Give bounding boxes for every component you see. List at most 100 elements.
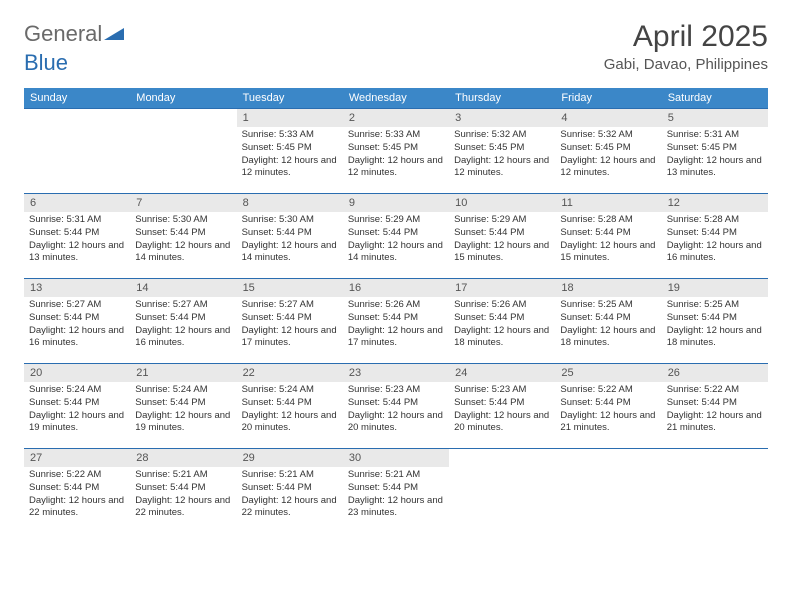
day-number: 2 [343,109,449,127]
calendar-day-cell [24,109,130,194]
sunrise-text: Sunrise: 5:28 AM [560,214,656,227]
day-number [130,109,236,115]
sunrise-text: Sunrise: 5:23 AM [348,384,444,397]
day-number: 6 [24,194,130,212]
weekday-header: Thursday [449,88,555,109]
calendar-day-cell: 18Sunrise: 5:25 AMSunset: 5:44 PMDayligh… [555,279,661,364]
day-number: 1 [237,109,343,127]
sunset-text: Sunset: 5:44 PM [560,397,656,410]
day-details: Sunrise: 5:21 AMSunset: 5:44 PMDaylight:… [237,467,343,524]
sunrise-text: Sunrise: 5:27 AM [135,299,231,312]
day-number: 15 [237,279,343,297]
day-details: Sunrise: 5:22 AMSunset: 5:44 PMDaylight:… [662,382,768,439]
day-details: Sunrise: 5:31 AMSunset: 5:45 PMDaylight:… [662,127,768,184]
calendar-day-cell: 12Sunrise: 5:28 AMSunset: 5:44 PMDayligh… [662,194,768,279]
daylight-text: Daylight: 12 hours and 12 minutes. [242,155,338,181]
weekday-header: Tuesday [237,88,343,109]
brand-logo: General Blue [24,20,124,76]
day-number [662,449,768,455]
daylight-text: Daylight: 12 hours and 23 minutes. [348,495,444,521]
sunset-text: Sunset: 5:44 PM [348,482,444,495]
sunset-text: Sunset: 5:44 PM [667,312,763,325]
day-number: 26 [662,364,768,382]
daylight-text: Daylight: 12 hours and 22 minutes. [242,495,338,521]
calendar-day-cell: 20Sunrise: 5:24 AMSunset: 5:44 PMDayligh… [24,364,130,449]
calendar-day-cell: 25Sunrise: 5:22 AMSunset: 5:44 PMDayligh… [555,364,661,449]
sunrise-text: Sunrise: 5:33 AM [348,129,444,142]
calendar-week-row: 27Sunrise: 5:22 AMSunset: 5:44 PMDayligh… [24,449,768,534]
day-number: 22 [237,364,343,382]
daylight-text: Daylight: 12 hours and 19 minutes. [135,410,231,436]
daylight-text: Daylight: 12 hours and 19 minutes. [29,410,125,436]
calendar-day-cell: 21Sunrise: 5:24 AMSunset: 5:44 PMDayligh… [130,364,236,449]
sunrise-text: Sunrise: 5:27 AM [242,299,338,312]
daylight-text: Daylight: 12 hours and 16 minutes. [667,240,763,266]
day-number: 13 [24,279,130,297]
calendar-day-cell [130,109,236,194]
day-details: Sunrise: 5:30 AMSunset: 5:44 PMDaylight:… [130,212,236,269]
daylight-text: Daylight: 12 hours and 17 minutes. [242,325,338,351]
calendar-day-cell: 6Sunrise: 5:31 AMSunset: 5:44 PMDaylight… [24,194,130,279]
day-details: Sunrise: 5:32 AMSunset: 5:45 PMDaylight:… [449,127,555,184]
sunset-text: Sunset: 5:44 PM [242,482,338,495]
daylight-text: Daylight: 12 hours and 22 minutes. [135,495,231,521]
day-number: 21 [130,364,236,382]
sunset-text: Sunset: 5:45 PM [348,142,444,155]
day-number: 5 [662,109,768,127]
day-details: Sunrise: 5:24 AMSunset: 5:44 PMDaylight:… [237,382,343,439]
day-details: Sunrise: 5:28 AMSunset: 5:44 PMDaylight:… [662,212,768,269]
day-number: 27 [24,449,130,467]
daylight-text: Daylight: 12 hours and 12 minutes. [348,155,444,181]
location-text: Gabi, Davao, Philippines [604,56,768,73]
day-details: Sunrise: 5:27 AMSunset: 5:44 PMDaylight:… [24,297,130,354]
day-number: 9 [343,194,449,212]
brand-triangle-icon [104,20,124,46]
calendar-day-cell: 23Sunrise: 5:23 AMSunset: 5:44 PMDayligh… [343,364,449,449]
day-number [555,449,661,455]
sunrise-text: Sunrise: 5:24 AM [135,384,231,397]
calendar-table: Sunday Monday Tuesday Wednesday Thursday… [24,88,768,534]
sunset-text: Sunset: 5:44 PM [29,482,125,495]
daylight-text: Daylight: 12 hours and 18 minutes. [454,325,550,351]
sunrise-text: Sunrise: 5:22 AM [667,384,763,397]
day-details: Sunrise: 5:27 AMSunset: 5:44 PMDaylight:… [130,297,236,354]
daylight-text: Daylight: 12 hours and 12 minutes. [454,155,550,181]
sunrise-text: Sunrise: 5:22 AM [29,469,125,482]
calendar-day-cell: 28Sunrise: 5:21 AMSunset: 5:44 PMDayligh… [130,449,236,534]
sunrise-text: Sunrise: 5:25 AM [667,299,763,312]
calendar-day-cell: 7Sunrise: 5:30 AMSunset: 5:44 PMDaylight… [130,194,236,279]
calendar-week-row: 13Sunrise: 5:27 AMSunset: 5:44 PMDayligh… [24,279,768,364]
day-details: Sunrise: 5:23 AMSunset: 5:44 PMDaylight:… [343,382,449,439]
day-details: Sunrise: 5:21 AMSunset: 5:44 PMDaylight:… [130,467,236,524]
sunset-text: Sunset: 5:45 PM [560,142,656,155]
day-details: Sunrise: 5:25 AMSunset: 5:44 PMDaylight:… [555,297,661,354]
daylight-text: Daylight: 12 hours and 16 minutes. [135,325,231,351]
sunset-text: Sunset: 5:44 PM [560,312,656,325]
day-details: Sunrise: 5:22 AMSunset: 5:44 PMDaylight:… [24,467,130,524]
day-details: Sunrise: 5:29 AMSunset: 5:44 PMDaylight:… [343,212,449,269]
brand-name-part1: General [24,21,102,46]
calendar-day-cell: 9Sunrise: 5:29 AMSunset: 5:44 PMDaylight… [343,194,449,279]
sunset-text: Sunset: 5:44 PM [348,397,444,410]
sunset-text: Sunset: 5:44 PM [135,227,231,240]
day-details: Sunrise: 5:28 AMSunset: 5:44 PMDaylight:… [555,212,661,269]
sunset-text: Sunset: 5:44 PM [454,227,550,240]
sunset-text: Sunset: 5:44 PM [454,397,550,410]
sunset-text: Sunset: 5:44 PM [242,397,338,410]
day-number: 24 [449,364,555,382]
daylight-text: Daylight: 12 hours and 21 minutes. [560,410,656,436]
day-number: 23 [343,364,449,382]
daylight-text: Daylight: 12 hours and 15 minutes. [560,240,656,266]
day-number: 29 [237,449,343,467]
day-details: Sunrise: 5:33 AMSunset: 5:45 PMDaylight:… [343,127,449,184]
sunset-text: Sunset: 5:44 PM [348,227,444,240]
sunset-text: Sunset: 5:44 PM [29,312,125,325]
day-number: 17 [449,279,555,297]
day-details: Sunrise: 5:25 AMSunset: 5:44 PMDaylight:… [662,297,768,354]
sunrise-text: Sunrise: 5:29 AM [348,214,444,227]
day-details: Sunrise: 5:33 AMSunset: 5:45 PMDaylight:… [237,127,343,184]
sunrise-text: Sunrise: 5:21 AM [135,469,231,482]
title-block: April 2025 Gabi, Davao, Philippines [604,20,768,73]
sunset-text: Sunset: 5:44 PM [667,397,763,410]
day-details: Sunrise: 5:23 AMSunset: 5:44 PMDaylight:… [449,382,555,439]
